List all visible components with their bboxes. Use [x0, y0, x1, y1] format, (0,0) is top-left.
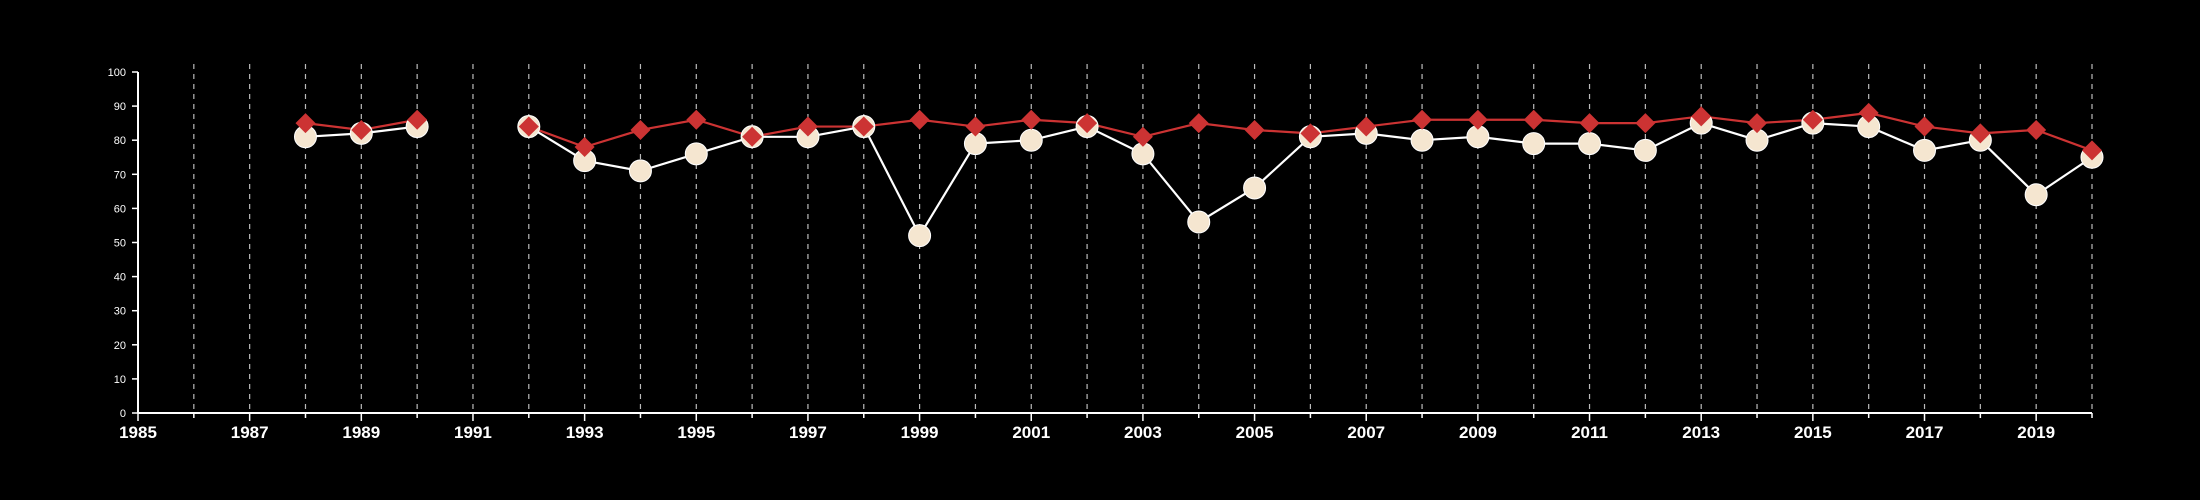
- series-1-point-2011: [1578, 132, 1602, 156]
- series-2-point-2015: [1802, 109, 1823, 130]
- series-2-point-1998: [853, 116, 874, 137]
- y-tick-label-100: 100: [108, 67, 126, 79]
- x-tick-label-2009: 2009: [1459, 423, 1497, 442]
- series-1-point-2008: [1410, 128, 1434, 152]
- y-tick-label-40: 40: [114, 272, 126, 284]
- x-tick-label-2011: 2011: [1571, 423, 1608, 442]
- series-2-point-1993: [574, 137, 595, 158]
- series-2-point-2002: [1077, 113, 1098, 134]
- axes: 0 10 20 30 40 50 60 70 80 90 100 1985 1987 1989 1991 19…: [108, 67, 2093, 442]
- y-tick-label-0: 0: [120, 408, 126, 420]
- series-2-point-2001: [1021, 109, 1042, 130]
- series-2-point-2009: [1467, 109, 1488, 130]
- series-2-point-1989: [351, 119, 372, 140]
- x-tick-label-1995: 1995: [677, 423, 715, 442]
- series-2-point-1992: [518, 116, 539, 137]
- x-tick-label-2015: 2015: [1794, 423, 1832, 442]
- series-2-point-2010: [1523, 109, 1544, 130]
- x-tick-label-2013: 2013: [1682, 423, 1720, 442]
- x-tick-label-1991: 1991: [454, 423, 492, 442]
- x-tick-label-2007: 2007: [1347, 423, 1385, 442]
- series-1-point-1994: [628, 159, 652, 183]
- series-2-point-2017: [1914, 116, 1935, 137]
- x-tick-label-1993: 1993: [566, 423, 604, 442]
- y-tick-label-20: 20: [114, 340, 126, 352]
- series-1-point-2017: [1913, 138, 1937, 162]
- y-tick-label-60: 60: [114, 203, 126, 215]
- y-tick-label-30: 30: [114, 306, 126, 318]
- series-2-point-2012: [1635, 113, 1656, 134]
- y-tick-label-80: 80: [114, 135, 126, 147]
- x-tick-label-2017: 2017: [1906, 423, 1944, 442]
- series-1-point-2001: [1019, 128, 1043, 152]
- series-2-point-2003: [1132, 126, 1153, 147]
- series-2-point-2019: [2026, 119, 2047, 140]
- x-tick-label-2005: 2005: [1236, 423, 1274, 442]
- x-tick-label-2003: 2003: [1124, 423, 1162, 442]
- x-tick-label-1987: 1987: [231, 423, 269, 442]
- series-2-point-2020: [2082, 140, 2102, 161]
- vertical-grid: [193, 64, 2093, 413]
- series-1-point-2019: [2024, 183, 2048, 207]
- series-2-point-1997: [797, 116, 818, 137]
- series-2-point-2005: [1244, 119, 1265, 140]
- series-1-point-1999: [908, 224, 932, 248]
- x-tick-label-2001: 2001: [1012, 423, 1050, 442]
- x-tick-label-2019: 2019: [2017, 423, 2055, 442]
- series-2-point-2006: [1300, 123, 1321, 144]
- y-tick-label-10: 10: [114, 374, 126, 386]
- series-2-point-2000: [965, 116, 986, 137]
- series-2-point-1999: [909, 109, 930, 130]
- series-1-point-2005: [1243, 176, 1267, 200]
- series-2-point-2008: [1412, 109, 1433, 130]
- x-tick-label-1985: 1985: [119, 423, 157, 442]
- series-2-point-1990: [407, 109, 428, 130]
- series-2-point-1995: [686, 109, 707, 130]
- series-1-point-2012: [1633, 138, 1657, 162]
- series-1-point-2004: [1187, 210, 1211, 234]
- series-2-point-2011: [1579, 113, 1600, 134]
- series-2-point-2013: [1691, 106, 1712, 127]
- series-2-point-1996: [742, 126, 763, 147]
- series-2-point-2018: [1970, 123, 1991, 144]
- series-2-point-1994: [630, 119, 651, 140]
- series-2-point-1988: [295, 113, 316, 134]
- series-markers: [293, 102, 2104, 248]
- series-2-point-2007: [1356, 116, 1377, 137]
- series-2-point-2004: [1188, 113, 1209, 134]
- series-2-point-2016: [1858, 102, 1879, 123]
- series-1-point-2010: [1522, 132, 1546, 156]
- x-tick-label-1989: 1989: [342, 423, 380, 442]
- y-tick-label-70: 70: [114, 169, 126, 181]
- series-1-point-1995: [684, 142, 708, 166]
- x-tick-label-1997: 1997: [789, 423, 827, 442]
- y-tick-label-50: 50: [114, 238, 126, 250]
- x-tick-label-1999: 1999: [901, 423, 939, 442]
- series-2-point-2014: [1747, 113, 1768, 134]
- y-tick-label-90: 90: [114, 101, 126, 113]
